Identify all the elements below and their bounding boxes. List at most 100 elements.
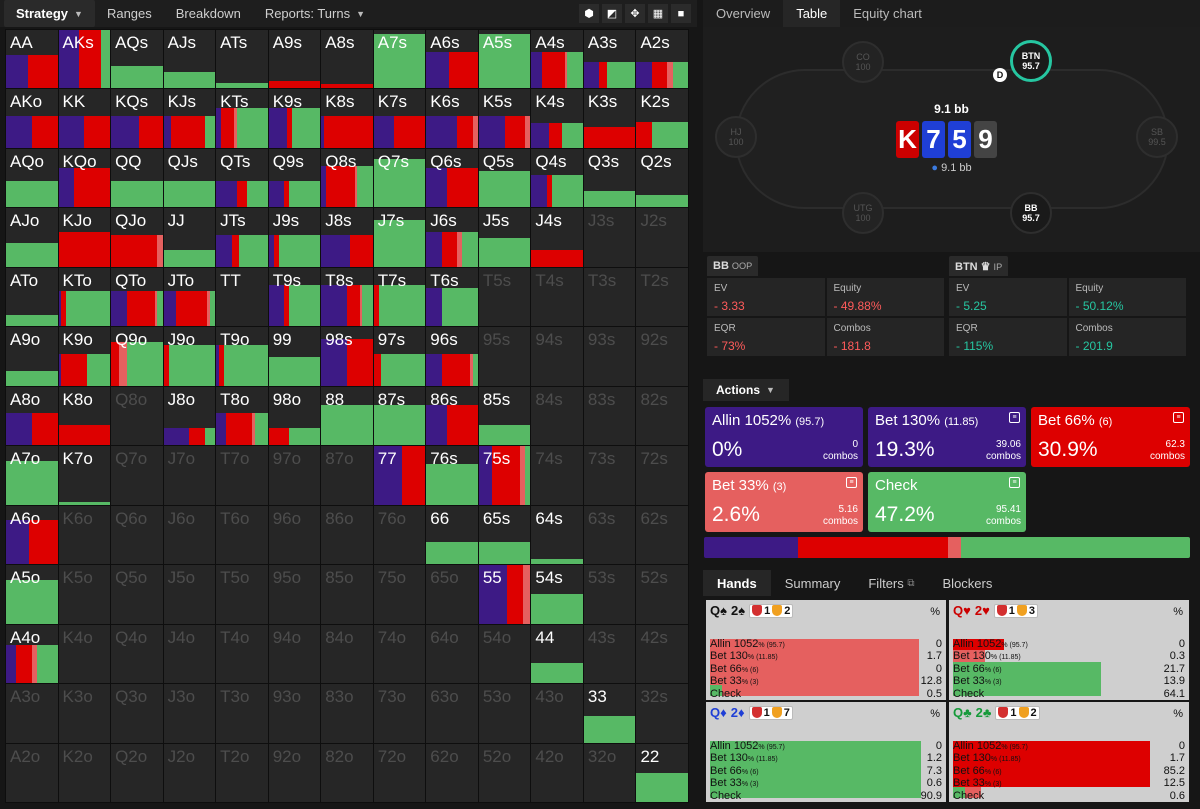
seat-co[interactable]: CO 100 xyxy=(842,41,884,83)
hand-cell[interactable]: K7s xyxy=(373,89,426,148)
hand-cell[interactable]: J3s xyxy=(583,208,636,267)
hand-cell[interactable]: 64o xyxy=(426,624,478,684)
hand-cell[interactable]: J9s xyxy=(268,208,321,267)
hand-cell[interactable]: 65o xyxy=(426,565,478,624)
hand-cell[interactable]: QJs xyxy=(163,148,216,208)
hand-cell[interactable]: K3s xyxy=(583,89,636,148)
hand-cell[interactable]: J6o xyxy=(163,505,216,565)
seat-utg[interactable]: UTG 100 xyxy=(842,192,884,234)
hand-cell[interactable]: 66 xyxy=(426,505,478,565)
hand-cell[interactable]: 94s xyxy=(531,327,583,386)
hand-cell[interactable]: Q3o xyxy=(111,684,163,743)
hand-cell[interactable]: K2s xyxy=(636,89,688,148)
hand-cell[interactable]: T4o xyxy=(216,624,268,684)
hand-cell[interactable]: A8s xyxy=(321,30,373,89)
hand-cell[interactable]: Q8s xyxy=(321,148,373,208)
hand-cell[interactable]: 76o xyxy=(373,505,426,565)
hand-cell[interactable]: T6s xyxy=(426,267,478,327)
tab-summary[interactable]: Summary xyxy=(784,575,841,591)
hand-cell[interactable]: 22 xyxy=(636,743,688,802)
hand-cell[interactable]: T5s xyxy=(478,267,531,327)
hand-cell[interactable]: AQo xyxy=(6,148,58,208)
hand-cell[interactable]: A9s xyxy=(268,30,321,89)
seat-btn[interactable]: BTN 95.7 xyxy=(1010,40,1052,82)
hand-cell[interactable]: 54s xyxy=(531,565,583,624)
action-bet-130-[interactable]: Bet 130% (11.85) ≡ 19.3% 39.06 combos xyxy=(868,407,1026,467)
hand-cell[interactable]: K4o xyxy=(58,624,111,684)
hand-cell[interactable]: J6s xyxy=(426,208,478,267)
hand-cell[interactable]: 53o xyxy=(478,684,531,743)
hand-cell[interactable]: 95s xyxy=(478,327,531,386)
hand-cell[interactable]: 83o xyxy=(321,684,373,743)
hand-cell[interactable]: 52o xyxy=(478,743,531,802)
hand-cell[interactable]: A9o xyxy=(6,327,58,386)
hand-cell[interactable]: T2o xyxy=(216,743,268,802)
hand-cell[interactable]: Q7o xyxy=(111,446,163,505)
hand-cell[interactable]: 96o xyxy=(268,505,321,565)
hand-cell[interactable]: A6s xyxy=(426,30,478,89)
hand-cell[interactable]: AA xyxy=(6,30,58,89)
hand-cell[interactable]: K2o xyxy=(58,743,111,802)
tab-filters[interactable]: Filters ⧉ xyxy=(854,570,928,596)
hand-cell[interactable]: 72s xyxy=(636,446,688,505)
hand-cell[interactable]: J4s xyxy=(531,208,583,267)
hand-cell[interactable]: K8o xyxy=(58,386,111,446)
hand-cell[interactable]: Q2s xyxy=(636,148,688,208)
hand-cell[interactable]: Q8o xyxy=(111,386,163,446)
hand-cell[interactable]: 63o xyxy=(426,684,478,743)
hand-cell[interactable]: 62o xyxy=(426,743,478,802)
hand-cell[interactable]: K3o xyxy=(58,684,111,743)
seat-bb[interactable]: BB 95.7 xyxy=(1010,192,1052,234)
hand-cell[interactable]: J7s xyxy=(373,208,426,267)
hand-cell[interactable]: 32s xyxy=(636,684,688,743)
hand-cell[interactable]: J8o xyxy=(163,386,216,446)
hand-cell[interactable]: 85o xyxy=(321,565,373,624)
hand-combo-card[interactable]: Q♠ 2♠ 1 2% Allin 1052% (95.7) 0 Bet 130% (11.8… xyxy=(706,600,946,700)
action-bet-66-[interactable]: Bet 66% (6) ≡ 30.9% 62.3 combos xyxy=(1031,407,1190,467)
hand-cell[interactable]: K8s xyxy=(321,89,373,148)
hand-cell[interactable]: JJ xyxy=(163,208,216,267)
hand-cell[interactable]: 87o xyxy=(321,446,373,505)
hand-cell[interactable]: 94o xyxy=(268,624,321,684)
hand-cell[interactable]: K9o xyxy=(58,327,111,386)
hand-cell[interactable]: A2s xyxy=(636,30,688,89)
hand-cell[interactable]: K4s xyxy=(531,89,583,148)
hand-cell[interactable]: A3s xyxy=(583,30,636,89)
hand-cell[interactable]: AJo xyxy=(6,208,58,267)
tab-table[interactable]: Table xyxy=(783,0,841,27)
hand-cell[interactable]: KJs xyxy=(163,89,216,148)
seat-hj[interactable]: HJ 100 xyxy=(715,116,757,158)
hand-cell[interactable]: QTo xyxy=(111,267,163,327)
hand-cell[interactable]: T3s xyxy=(583,267,636,327)
hand-cell[interactable]: 82o xyxy=(321,743,373,802)
hand-cell[interactable]: KQs xyxy=(111,89,163,148)
hand-cell[interactable]: J5o xyxy=(163,565,216,624)
hand-cell[interactable]: ATo xyxy=(6,267,58,327)
hand-cell[interactable]: 42s xyxy=(636,624,688,684)
hand-cell[interactable]: J2s xyxy=(636,208,688,267)
hand-cell[interactable]: Q9s xyxy=(268,148,321,208)
hand-cell[interactable]: 74o xyxy=(373,624,426,684)
hand-cell[interactable]: 97s xyxy=(373,327,426,386)
hand-cell[interactable]: Q2o xyxy=(111,743,163,802)
hand-cell[interactable]: 55 xyxy=(478,565,531,624)
hand-cell[interactable]: 62s xyxy=(636,505,688,565)
action-bet-33-[interactable]: Bet 33% (3) ≡ 2.6% 5.16 combos xyxy=(705,472,863,532)
hand-cell[interactable]: A5o xyxy=(6,565,58,624)
cube-icon[interactable]: ⬢ xyxy=(579,4,599,23)
hand-cell[interactable]: 84s xyxy=(531,386,583,446)
hand-cell[interactable]: K5o xyxy=(58,565,111,624)
hand-cell[interactable]: 98s xyxy=(321,327,373,386)
hand-cell[interactable]: AJs xyxy=(163,30,216,89)
hand-cell[interactable]: JTs xyxy=(216,208,268,267)
hand-cell[interactable]: 73o xyxy=(373,684,426,743)
hand-cell[interactable]: A7o xyxy=(6,446,58,505)
tab-blockers[interactable]: Blockers xyxy=(942,575,993,591)
hand-cell[interactable]: J2o xyxy=(163,743,216,802)
hand-cell[interactable]: 44 xyxy=(531,624,583,684)
hand-cell[interactable]: T6o xyxy=(216,505,268,565)
seat-sb[interactable]: SB 99.5 xyxy=(1136,116,1178,158)
hand-cell[interactable]: 77 xyxy=(373,446,426,505)
hand-cell[interactable]: 65s xyxy=(478,505,531,565)
hand-cell[interactable]: Q6o xyxy=(111,505,163,565)
